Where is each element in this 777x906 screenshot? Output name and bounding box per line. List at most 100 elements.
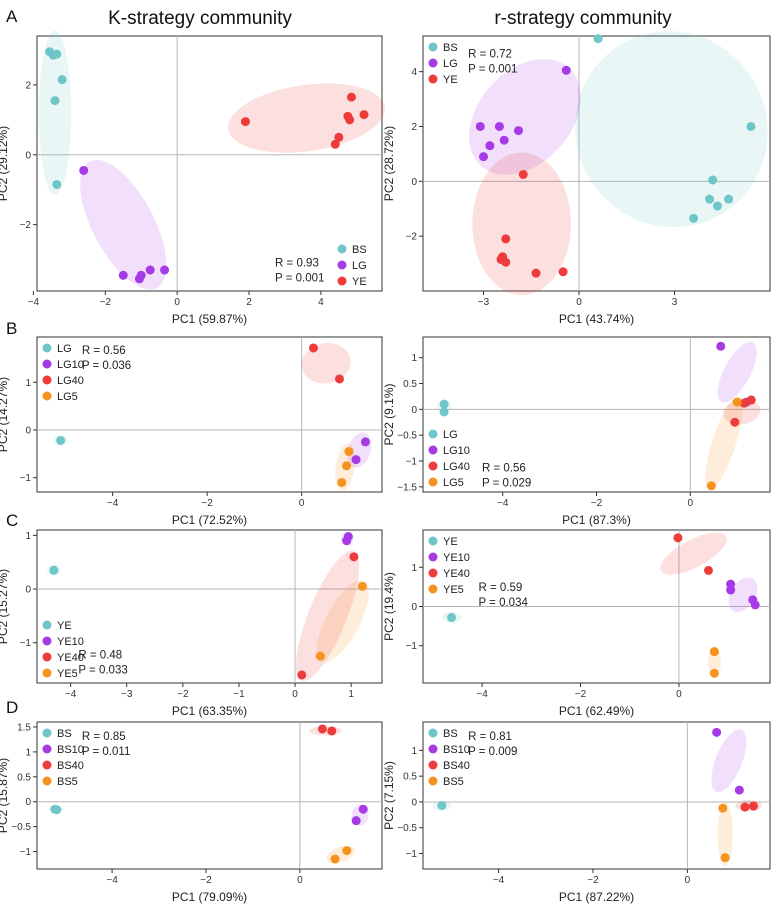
stat-r-value: R = 0.85 bbox=[82, 731, 126, 743]
data-point-lg5 bbox=[342, 461, 352, 471]
x-tick-label: −4 bbox=[493, 875, 505, 886]
legend-swatch bbox=[428, 552, 438, 562]
data-point-ye bbox=[345, 115, 355, 125]
data-point-lg bbox=[561, 65, 571, 75]
confidence-ellipse-lg40 bbox=[301, 343, 351, 384]
legend-label: BS5 bbox=[57, 776, 78, 788]
legend-label: YE bbox=[443, 536, 458, 548]
confidence-ellipse-bs bbox=[575, 31, 768, 228]
x-tick-label: −4 bbox=[65, 689, 77, 700]
panel-letter-D: D bbox=[6, 698, 18, 717]
data-point-ye5 bbox=[709, 668, 719, 678]
plot-frame bbox=[36, 336, 383, 493]
data-point-bs bbox=[52, 49, 62, 59]
x-tick-label: 0 bbox=[292, 689, 298, 700]
legend: BS BS10 BS40 BS5 bbox=[428, 728, 470, 788]
stat-r-value: R = 0.56 bbox=[482, 463, 526, 475]
legend-swatch bbox=[337, 260, 347, 270]
plot-frame bbox=[422, 721, 771, 870]
data-point-lg40 bbox=[334, 374, 344, 384]
legend-swatch bbox=[428, 58, 438, 68]
x-tick-label: −4 bbox=[106, 875, 118, 886]
data-point-bs40 bbox=[748, 801, 758, 811]
legend-label: BS40 bbox=[443, 760, 470, 772]
data-point-ye40 bbox=[673, 533, 683, 543]
data-point-lg5 bbox=[344, 446, 354, 456]
legend-label: LG40 bbox=[57, 375, 84, 387]
legend: BS BS10 BS40 BS5 bbox=[42, 728, 84, 788]
y-tick-label: 2 bbox=[25, 80, 31, 91]
x-tick-label: −3 bbox=[478, 297, 490, 308]
stat-p-value: P = 0.036 bbox=[82, 360, 131, 372]
legend-swatch bbox=[42, 760, 52, 770]
data-point-lg40 bbox=[308, 343, 318, 353]
data-point-bs10 bbox=[712, 727, 722, 737]
y-tick-label: 0.5 bbox=[403, 772, 417, 783]
y-tick-label: 1 bbox=[411, 353, 417, 364]
chart-panel-5: −4 −3 −2 −1 0 1 −1 0 1 PC1 (63.35%) PC2 (15.27%) YE… bbox=[0, 529, 383, 718]
legend-label: BS40 bbox=[57, 760, 84, 772]
panel-letter-B: B bbox=[6, 319, 17, 338]
y-tick-label: −1 bbox=[20, 638, 32, 649]
stat-r-value: R = 0.72 bbox=[468, 48, 512, 60]
y-tick-label: 0 bbox=[411, 405, 417, 416]
stat-r-value: R = 0.59 bbox=[479, 582, 523, 594]
legend-label: LG5 bbox=[443, 477, 464, 489]
legend-swatch bbox=[428, 728, 438, 738]
legend-swatch bbox=[428, 744, 438, 754]
legend-label: BS bbox=[443, 42, 458, 54]
y-tick-label: −0.5 bbox=[397, 823, 417, 834]
legend-label: LG bbox=[57, 343, 72, 355]
confidence-ellipse-ye40 bbox=[296, 550, 360, 681]
data-point-ye bbox=[496, 254, 506, 264]
data-point-bs bbox=[52, 179, 62, 189]
confidence-ellipse-lg10 bbox=[717, 341, 757, 403]
data-point-bs40 bbox=[740, 802, 750, 812]
data-point-ye bbox=[558, 267, 568, 277]
data-point-lg bbox=[485, 141, 495, 151]
stat-r-value: R = 0.93 bbox=[275, 257, 319, 269]
y-tick-label: 0 bbox=[25, 797, 31, 808]
data-point-bs bbox=[57, 75, 67, 85]
legend-swatch bbox=[42, 343, 52, 353]
legend-swatch bbox=[428, 584, 438, 594]
legend-label: BS10 bbox=[443, 744, 470, 756]
y-tick-label: 1 bbox=[25, 531, 31, 542]
data-point-ye bbox=[240, 117, 250, 127]
data-point-lg bbox=[439, 407, 449, 417]
legend-label: LG bbox=[443, 58, 458, 70]
legend-swatch bbox=[428, 536, 438, 546]
y-tick-label: −1.5 bbox=[397, 482, 417, 493]
legend: LG LG10 LG40 LG5 bbox=[428, 429, 470, 489]
y-tick-label: −1 bbox=[406, 457, 418, 468]
legend-label: YE40 bbox=[443, 568, 470, 580]
plot-frame bbox=[36, 35, 383, 292]
legend-swatch bbox=[42, 668, 52, 678]
data-point-bs10 bbox=[358, 804, 368, 814]
legend-label: LG40 bbox=[443, 461, 470, 473]
y-tick-label: 0.5 bbox=[403, 379, 417, 390]
y-tick-label: 2 bbox=[411, 122, 417, 133]
data-point-lg5 bbox=[732, 397, 742, 407]
y-tick-label: −2 bbox=[406, 232, 418, 243]
y-tick-label: 0 bbox=[25, 150, 31, 161]
legend-label: BS bbox=[443, 728, 458, 740]
data-point-bs bbox=[593, 34, 603, 44]
stat-p-value: P = 0.011 bbox=[82, 746, 131, 758]
column-title-r: r-strategy community bbox=[494, 8, 672, 29]
y-axis-label: PC2 (7.15%) bbox=[382, 761, 396, 830]
data-point-bs bbox=[724, 194, 734, 204]
legend-swatch bbox=[42, 375, 52, 385]
y-tick-label: 1.5 bbox=[17, 722, 31, 733]
svg-text:C: C bbox=[6, 511, 18, 530]
svg-text:B: B bbox=[6, 319, 17, 338]
x-tick-label: 0 bbox=[676, 689, 682, 700]
legend-label: LG10 bbox=[443, 445, 470, 457]
legend-swatch bbox=[428, 776, 438, 786]
x-tick-label: 0 bbox=[685, 875, 691, 886]
data-point-ye10 bbox=[726, 585, 736, 595]
data-point-bs bbox=[712, 201, 722, 211]
